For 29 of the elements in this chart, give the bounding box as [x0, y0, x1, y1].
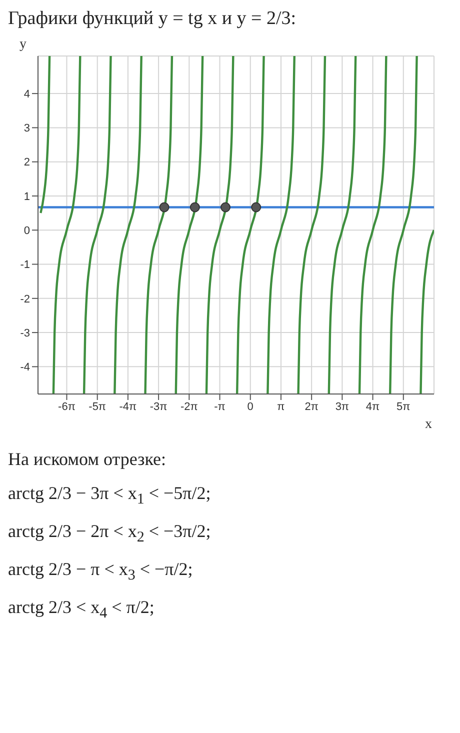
x-tick-label: 3π: [335, 400, 350, 413]
y-axis-title: y: [20, 37, 26, 52]
y-tick-label: 2: [24, 156, 30, 169]
y-tick-label: 1: [24, 190, 30, 203]
text: arctg 2/3 < x$_{4}$ < π/2;: [8, 596, 156, 624]
x-tick-label: -5π: [88, 400, 106, 413]
text: arctg 2/3 − 3π < x$_{1}$ < −5π/2;: [8, 482, 212, 510]
x-axis-title: x: [425, 417, 432, 432]
y-tick-label: 3: [24, 122, 30, 135]
x-tick-label: 2π: [304, 400, 319, 413]
text: На искомом отрезке:: [8, 448, 167, 471]
y-tick-label: -3: [20, 327, 30, 340]
x-tick-label: -4π: [119, 400, 138, 413]
y-tick-label: -2: [20, 293, 30, 306]
y-tick-label: 4: [24, 88, 30, 100]
y-tick-label: -4: [20, 362, 30, 374]
y-tick-label: 0: [24, 225, 30, 238]
x-tick-label: -6π: [58, 400, 76, 413]
y-tick-label: -1: [20, 259, 30, 272]
x-tick-label: 4π: [366, 400, 380, 413]
x-tick-label: π: [277, 400, 286, 413]
x-tick-label: 5π: [396, 400, 411, 413]
x-tick-label: -2π: [180, 400, 198, 413]
text: arctg 2/3 − π < x$_{3}$ < −π/2;: [8, 558, 194, 586]
x-tick-label: -3π: [150, 400, 168, 413]
x-tick-label: -π: [214, 400, 226, 413]
x-tick-label: 0: [247, 400, 254, 413]
text: arctg 2/3 − 2π < x$_{2}$ < −3π/2;: [8, 520, 212, 548]
chart-title: Графики функций y = tg x и y = 2/3:: [8, 8, 298, 30]
